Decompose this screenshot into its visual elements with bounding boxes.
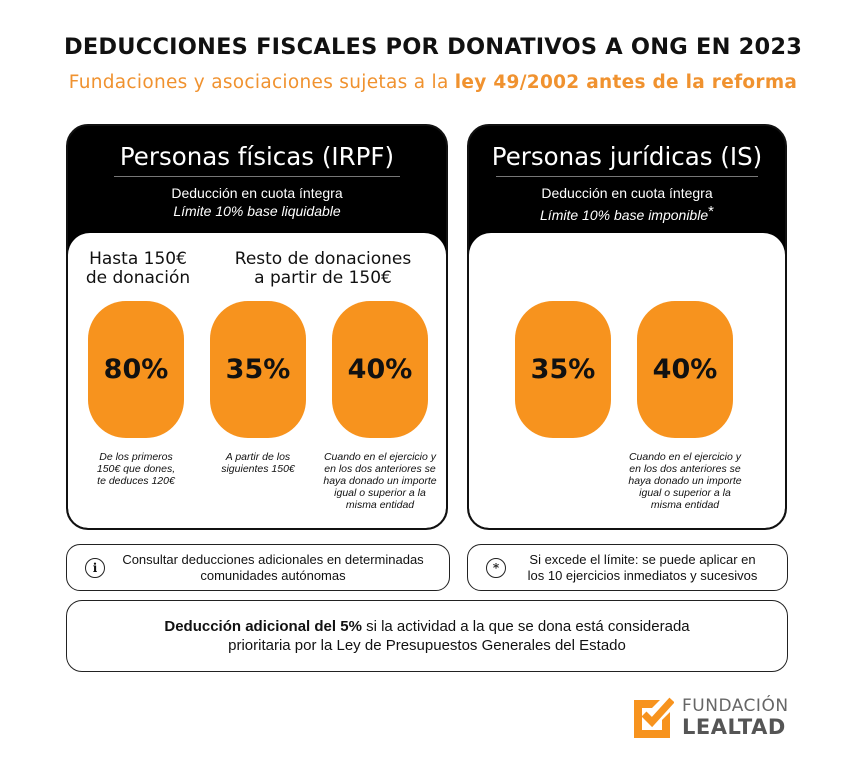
asterisk-icon: * (486, 557, 506, 578)
is-sub1: Deducción en cuota íntegra (541, 185, 713, 201)
is-card-body: 35% 40% Cuando en el ejercicio y en los … (469, 233, 785, 528)
irpf-col1-heading-line: Hasta 150€ (89, 249, 187, 269)
fundacion-lealtad-logo: FUNDACIÓN LEALTAD (630, 692, 800, 742)
is-divider (496, 176, 758, 177)
excess-limit-box: * Si excede el límite: se puede aplicar … (467, 544, 788, 591)
is-card-header: Personas jurídicas (IS) Deducción en cuo… (469, 126, 785, 233)
note-line: haya donado un importe (323, 475, 437, 487)
is-asterisk: * (708, 203, 714, 220)
logo-line1: FUNDACIÓN (682, 696, 789, 716)
is-rate-35-pill: 35% (515, 301, 611, 438)
info-line: comunidades autónomas (200, 567, 346, 583)
irpf-col1-heading: Hasta 150€ de donación (76, 250, 200, 288)
excess-limit-text: Si excede el límite: se puede aplicar en… (506, 552, 787, 584)
checkmark-logo-icon (634, 697, 674, 738)
irpf-sub1: Deducción en cuota íntegra (171, 185, 343, 201)
irpf-col2-heading: Resto de donaciones a partir de 150€ (208, 250, 438, 288)
subtitle-bold: ley 49/2002 antes de la reforma (454, 72, 798, 93)
info-line: Si excede el límite: se puede aplicar en (529, 551, 756, 567)
is-card: Personas jurídicas (IS) Deducción en cuo… (467, 124, 787, 530)
irpf-rate-80-pill: 80% (88, 301, 184, 438)
logo-line2: LEALTAD (682, 715, 786, 739)
note-line: siguientes 150€ (221, 463, 295, 475)
additional-deduction-box: Deducción adicional del 5% si la activid… (66, 600, 788, 672)
irpf-divider (114, 176, 400, 177)
regional-deductions-text: Consultar deducciones adicionales en det… (105, 552, 449, 584)
note-line: Cuando en el ejercicio y (628, 451, 742, 463)
irpf-title: Personas físicas (IRPF) (119, 142, 395, 171)
is-sub2: Límite 10% base imponible* (469, 203, 785, 223)
note-line: igual o superior a la (639, 487, 731, 499)
info-line: Consultar deducciones adicionales en det… (122, 551, 424, 567)
note-line: Cuando en el ejercicio y (323, 451, 437, 463)
irpf-card-body: Hasta 150€ de donación Resto de donacion… (68, 233, 446, 528)
info-icon: i (85, 557, 105, 578)
note-line: te deduces 120€ (97, 475, 175, 487)
additional-bold: Deducción adicional del 5% (164, 618, 362, 635)
irpf-card: Personas físicas (IRPF) Deducción en cuo… (66, 124, 448, 530)
additional-line2: prioritaria por la Ley de Presupuestos G… (228, 637, 626, 654)
page-title: DEDUCCIONES FISCALES POR DONATIVOS A ONG… (63, 34, 803, 60)
additional-rest: si la actividad a la que se dona está co… (361, 618, 690, 635)
irpf-card-header: Personas físicas (IRPF) Deducción en cuo… (68, 126, 446, 233)
subtitle-prefix: Fundaciones y asociaciones sujetas a la (68, 72, 455, 93)
is-rate-40-note: Cuando en el ejercicio y en los dos ante… (617, 451, 753, 511)
note-line: en los dos anteriores se (324, 463, 436, 475)
note-line: A partir de los (225, 451, 291, 463)
irpf-col2-heading-line: Resto de donaciones (234, 249, 412, 269)
additional-deduction-text: Deducción adicional del 5% si la activid… (164, 617, 689, 655)
irpf-rate-35-pill: 35% (210, 301, 306, 438)
regional-deductions-box: i Consultar deducciones adicionales en d… (66, 544, 450, 591)
irpf-col1-heading-line: de donación (85, 268, 191, 288)
page-subtitle: Fundaciones y asociaciones sujetas a la … (0, 72, 866, 93)
is-title: Personas jurídicas (IS) (491, 142, 763, 171)
note-line: en los dos anteriores se (629, 463, 741, 475)
irpf-col2-heading-line: a partir de 150€ (254, 268, 392, 288)
note-line: igual o superior a la (334, 487, 426, 499)
irpf-sub2: Límite 10% base liquidable (173, 203, 341, 219)
info-line: los 10 ejercicios inmediatos y sucesivos (527, 567, 758, 583)
irpf-rate-80-note: De los primeros 150€ que dones, te deduc… (72, 451, 200, 487)
note-line: 150€ que dones, (96, 463, 176, 475)
is-rate-40-pill: 40% (637, 301, 733, 438)
irpf-rate-40-note: Cuando en el ejercicio y en los dos ante… (312, 451, 446, 511)
note-line: De los primeros (99, 451, 173, 463)
note-line: haya donado un importe (628, 475, 742, 487)
is-sub2-text: Límite 10% base imponible (540, 207, 709, 223)
irpf-rate-40-pill: 40% (332, 301, 428, 438)
irpf-rate-35-note: A partir de los siguientes 150€ (198, 451, 318, 475)
note-line: misma entidad (345, 499, 415, 511)
note-line: misma entidad (650, 499, 720, 511)
